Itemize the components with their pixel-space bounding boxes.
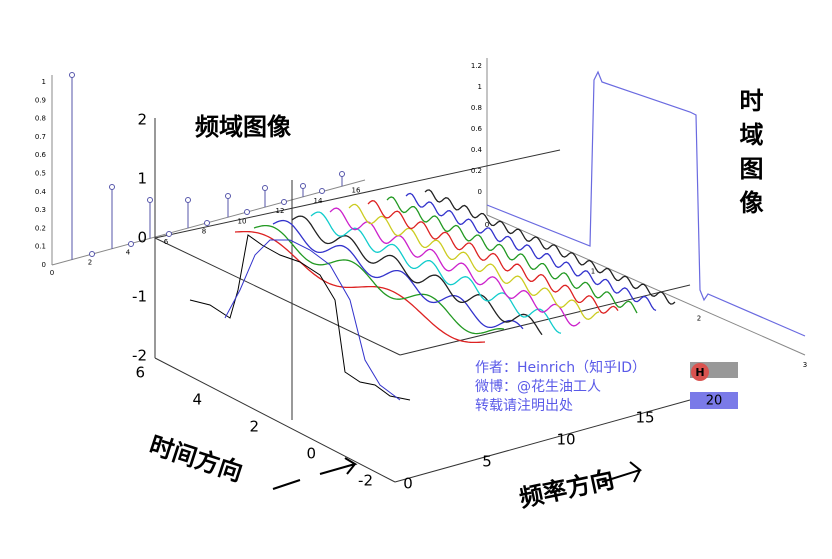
time-y-tick: 0.6	[471, 125, 483, 133]
spectrum-x-tick: 2	[88, 259, 92, 267]
spectrum-y-tick: 0.2	[35, 224, 46, 232]
wave	[253, 224, 505, 335]
stem-head	[185, 197, 191, 203]
wave-curves	[234, 189, 676, 344]
watermark-weibo: 微博：@花生油工人	[475, 378, 601, 395]
stem-head	[128, 241, 134, 247]
badge-number-bg	[690, 392, 738, 409]
spectrum-x-tick: 0	[50, 269, 54, 277]
time-direction-arrow	[272, 457, 358, 490]
time-x-tick: 2	[697, 314, 701, 322]
stem-head	[204, 220, 210, 226]
time-tick-label: -2	[358, 472, 373, 490]
time-x-tick: 1	[591, 268, 595, 276]
watermark-author: 作者：Heinrich（知乎ID）	[475, 359, 646, 376]
stem-head	[147, 197, 153, 203]
stem-head	[69, 72, 75, 78]
spectrum-y-tick: 0.9	[35, 96, 46, 104]
wave	[348, 203, 600, 320]
axes-3d	[154, 118, 691, 483]
z-tick-label: -1	[132, 288, 147, 306]
frequency-tick-label: 5	[482, 453, 492, 471]
grid-line	[399, 284, 691, 356]
time-y-tick: 1	[478, 83, 482, 91]
wave	[329, 207, 581, 327]
spectrum-y-tick: 0.7	[35, 133, 46, 141]
spectrum-x-tick: 14	[314, 197, 323, 205]
time-tick-label: 2	[249, 418, 259, 436]
stem-head	[262, 185, 268, 191]
time-tick-label: 4	[192, 391, 202, 409]
frequency-axis	[394, 399, 691, 483]
frequency-tick-label: 15	[635, 409, 654, 427]
fundamental-curve	[224, 239, 401, 401]
spectrum-y-tick: 0.4	[35, 188, 47, 196]
wave	[234, 230, 486, 344]
spectrum-x-tick: 8	[202, 228, 206, 236]
frequency-direction-arrow	[601, 461, 643, 483]
time-y-tick: 0	[478, 188, 482, 196]
time-axis	[154, 357, 396, 483]
time-y-tick: 0.2	[471, 167, 482, 175]
spectrum-y-tick: 0.1	[35, 243, 46, 251]
spectrum-y-tick: 0.8	[35, 115, 46, 123]
stem-head	[319, 188, 325, 194]
spectrum-y-tick: 0	[42, 261, 46, 269]
wave	[405, 192, 657, 311]
time-x-axis	[486, 214, 806, 356]
spectrum-x-tick: 6	[164, 238, 169, 246]
time-y-tick: 0.8	[471, 104, 482, 112]
frequency-tick-label: 0	[403, 475, 413, 493]
time-x-tick: 0	[485, 221, 489, 229]
time-direction-label: 时间方向	[146, 431, 246, 487]
grid-line	[154, 149, 561, 239]
wave	[367, 200, 619, 314]
time-y-tick: 0.4	[471, 146, 483, 154]
spectrum-stems	[69, 72, 345, 260]
time-tick-label: 0	[306, 445, 316, 463]
sum-curve	[189, 234, 411, 401]
frames	[51, 58, 806, 356]
spectrum-x-tick: 4	[126, 248, 131, 256]
badge-logo	[691, 363, 709, 381]
stem-head	[225, 193, 231, 199]
z-tick-label: 0	[137, 229, 147, 247]
wave	[386, 196, 638, 314]
spectrum-y-tick: 0.3	[35, 206, 46, 214]
z-tick-label: 2	[137, 111, 147, 129]
wave	[424, 189, 676, 305]
stem-head	[166, 231, 172, 237]
time-image-label: 时域图像	[735, 88, 763, 224]
frequency-tick-label: 10	[556, 431, 575, 449]
spectrum-y-tick: 0.5	[35, 170, 46, 178]
time-x-tick: 3	[803, 361, 807, 369]
stem-head	[244, 209, 250, 215]
spectrum-x-tick: 10	[238, 217, 247, 225]
badge-number: 20	[706, 394, 723, 409]
square-wave	[486, 70, 806, 337]
time-tick-label: 6	[135, 364, 145, 382]
watermark-repost: 转载请注明出处	[475, 398, 573, 414]
stem-head	[109, 184, 115, 190]
stem-head	[281, 199, 287, 205]
stem-head	[89, 251, 95, 257]
wave	[272, 219, 524, 330]
spectrum-y-tick: 0.6	[35, 151, 47, 159]
frequency-image-label: 频域图像	[195, 113, 292, 141]
spectrum-x-tick: 12	[276, 207, 285, 215]
z-tick-label: -2	[132, 347, 147, 365]
z-tick-label: 1	[137, 170, 147, 188]
spectrum-x-tick: 16	[352, 186, 361, 194]
wave	[291, 215, 543, 336]
time-y-tick: 1.2	[471, 62, 482, 70]
stem-head	[339, 171, 345, 177]
badge-letter: H	[695, 366, 704, 379]
spectrum-y-tick: 1	[42, 78, 46, 86]
frequency-direction-label: 频率方向	[517, 465, 617, 512]
stem-head	[300, 183, 306, 189]
